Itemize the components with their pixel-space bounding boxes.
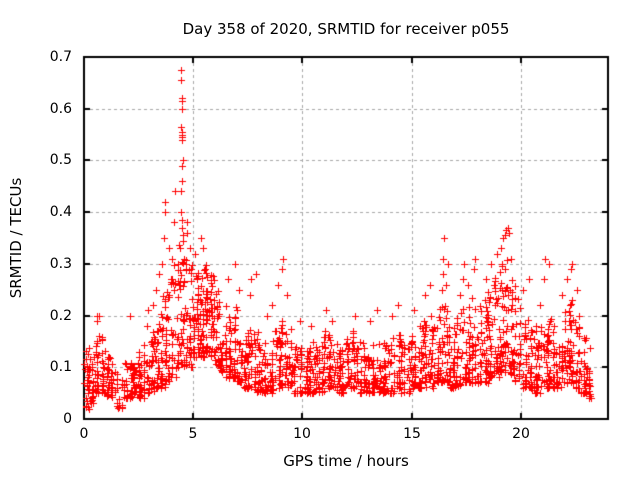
x-axis-label: GPS time / hours [283,452,409,470]
x-tick-label: 10 [293,426,311,442]
x-tick-label: 0 [79,426,89,442]
x-tick-label: 20 [512,426,530,442]
y-tick-label: 0.1 [49,359,72,375]
y-tick-label: 0.2 [49,308,72,324]
y-tick-label: 0.5 [49,152,72,168]
y-tick-label: 0 [63,411,72,427]
y-tick-label: 0.3 [49,256,72,272]
chart-title: Day 358 of 2020, SRMTID for receiver p05… [182,20,510,38]
y-tick-label: 0.4 [49,204,72,220]
x-tick-label: 5 [188,426,198,442]
y-axis-label: SRMTID / TECUs [7,177,25,299]
x-tick-label: 15 [403,426,421,442]
y-tick-label: 0.6 [49,101,72,117]
y-tick-label: 0.7 [49,49,72,65]
